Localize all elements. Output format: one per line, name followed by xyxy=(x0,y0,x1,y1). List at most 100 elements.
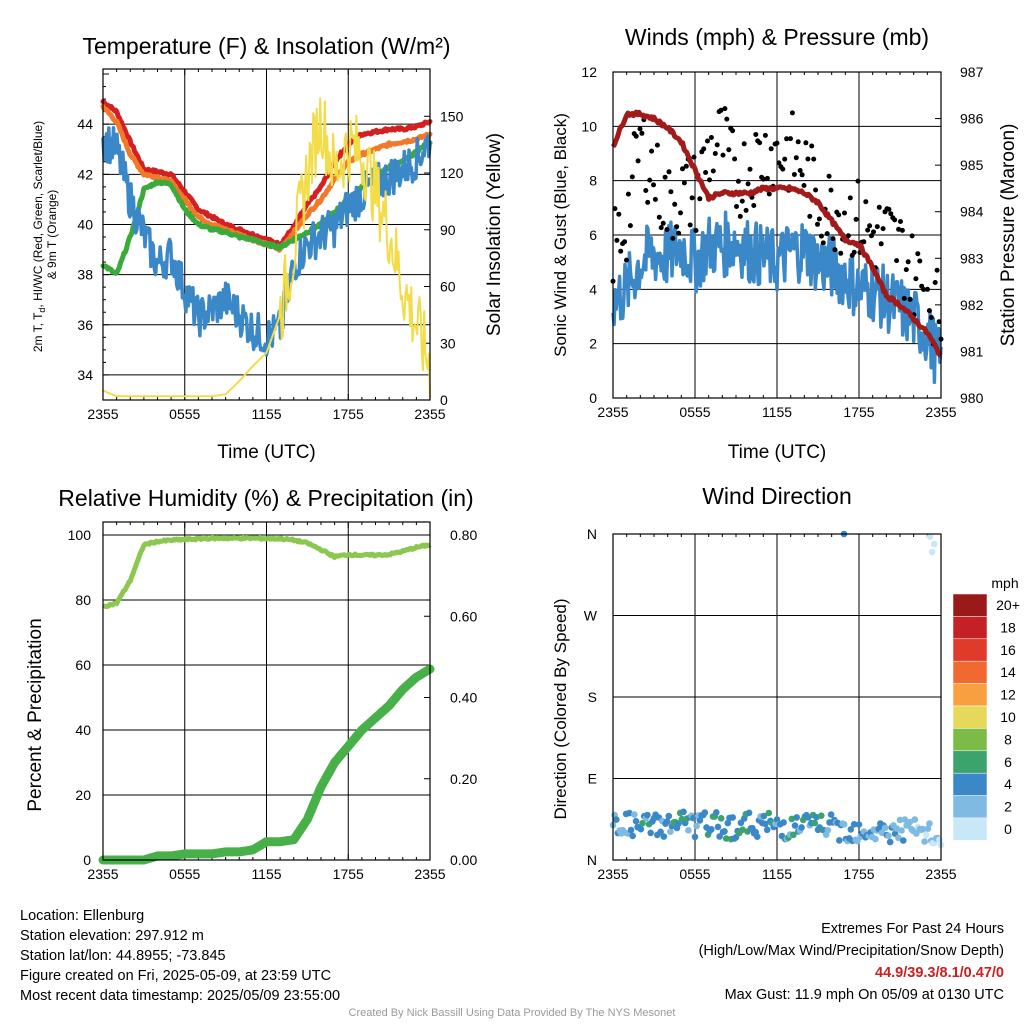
gust-point xyxy=(721,153,726,158)
y-tick-label: 0 xyxy=(83,852,91,868)
x-tick-label: 1755 xyxy=(843,866,874,882)
gust-point xyxy=(829,188,834,193)
gust-point xyxy=(614,238,619,243)
y2-tick-label: 0 xyxy=(440,392,448,408)
x-tick-label: 2355 xyxy=(87,406,118,422)
extremes-subtitle: (High/Low/Max Wind/Precipitation/Snow De… xyxy=(699,940,1004,962)
gust-point xyxy=(703,170,708,175)
x-tick-label: 1755 xyxy=(843,404,874,420)
gust-point xyxy=(792,172,797,177)
legend-swatch xyxy=(953,684,987,706)
direction-point xyxy=(921,838,928,845)
x-tick-label: 1155 xyxy=(762,404,792,420)
gust-point xyxy=(682,180,687,185)
direction-point xyxy=(638,826,645,833)
chart-title: Relative Humidity (%) & Precipitation (i… xyxy=(58,485,473,511)
y-tick-label: 80 xyxy=(75,592,91,608)
direction-point xyxy=(628,827,635,834)
gust-point xyxy=(638,126,643,131)
y-tick-label: 34 xyxy=(77,367,93,383)
x-tick-label: 2355 xyxy=(597,866,628,882)
x-tick-label: 2355 xyxy=(925,404,956,420)
legend-label: 2 xyxy=(1004,799,1012,815)
y2-tick-label: 981 xyxy=(960,343,984,359)
gust-point xyxy=(618,249,623,254)
x-tick-label: 0555 xyxy=(679,866,710,882)
direction-point xyxy=(912,816,919,823)
direction-point xyxy=(856,821,863,828)
y2-tick-label: 0.20 xyxy=(450,771,477,787)
y-tick-label: E xyxy=(588,771,597,787)
direction-point xyxy=(680,809,687,816)
chart-title: Temperature (F) & Insolation (W/m²) xyxy=(82,33,450,59)
gust-point xyxy=(740,199,745,204)
y-tick-label: 38 xyxy=(77,267,93,283)
gust-point xyxy=(904,267,909,272)
latlon-text: Station lat/lon: 44.8955; -73.845 xyxy=(20,946,340,966)
y-tick-label: 6 xyxy=(589,227,597,243)
y-tick-label: 40 xyxy=(75,722,91,738)
y2-tick-label: 980 xyxy=(960,390,984,406)
direction-point xyxy=(887,839,894,846)
direction-point xyxy=(923,832,930,839)
gust-point xyxy=(676,231,681,236)
legend-label: 10 xyxy=(1000,709,1016,725)
gust-point xyxy=(624,258,629,263)
gust-point xyxy=(906,259,911,264)
gust-point xyxy=(753,132,758,137)
gust-point xyxy=(746,181,751,186)
meteogram-figure: 2355 0555 1155 1755 235534363840424403060901… xyxy=(0,0,1024,1024)
gust-point xyxy=(935,268,940,273)
gust-point xyxy=(805,157,810,162)
credit-text: Created By Nick Bassill Using Data Provi… xyxy=(0,1007,1024,1019)
gust-point xyxy=(848,195,853,200)
direction-point xyxy=(836,837,843,844)
gust-point xyxy=(667,169,672,174)
y-tick-label: N xyxy=(587,852,597,868)
gust-point xyxy=(809,144,814,149)
y2-tick-label: 984 xyxy=(960,204,984,220)
x-tick-label: 2355 xyxy=(414,866,445,882)
direction-point xyxy=(766,810,773,817)
gust-point xyxy=(709,135,714,140)
direction-point xyxy=(692,834,699,841)
x-tick-label: 0555 xyxy=(679,404,710,420)
legend-swatch xyxy=(953,796,987,818)
gust-point xyxy=(763,133,768,138)
legend-label: 4 xyxy=(1004,776,1012,792)
gust-point xyxy=(688,223,693,228)
gust-point xyxy=(900,228,905,233)
gust-point xyxy=(622,239,627,244)
direction-point xyxy=(929,549,936,556)
gust-point xyxy=(898,219,903,224)
y2-tick-label: 986 xyxy=(960,111,984,127)
x-tick-label: 2355 xyxy=(597,404,628,420)
gust-point xyxy=(925,287,930,292)
y2-tick-label: 0.60 xyxy=(450,608,477,624)
y-tick-label: 100 xyxy=(68,527,92,543)
max-gust-text: Max Gust: 11.9 mph On 05/09 at 0130 UTC xyxy=(699,984,1004,1006)
y-tick-label: 42 xyxy=(77,166,93,182)
legend-label: 8 xyxy=(1004,731,1012,747)
y-tick-label: 8 xyxy=(589,173,597,189)
direction-point xyxy=(715,824,722,831)
y-tick-label: 40 xyxy=(77,216,93,232)
x-tick-label: 2355 xyxy=(925,866,956,882)
direction-point xyxy=(931,541,938,548)
gust-point xyxy=(894,258,899,263)
gust-point xyxy=(838,251,843,256)
x-tick-label: 0555 xyxy=(169,406,200,422)
humidity-precip-chart: 2355 0555 1155 1755 23550204060801000.000.20… xyxy=(25,485,477,882)
gust-point xyxy=(807,214,812,219)
y-tick-label: 44 xyxy=(77,116,93,132)
speed-legend: mph20+181614121086420 xyxy=(953,575,1020,840)
wind-direction-chart: 2355 0555 1155 1755 2355NESWNWind DirectionD… xyxy=(551,483,1020,882)
y2-tick-label: 60 xyxy=(440,279,456,295)
elevation-text: Station elevation: 297.912 m xyxy=(20,926,340,946)
legend-title: mph xyxy=(991,575,1018,591)
gust-point xyxy=(647,178,652,183)
gust-point xyxy=(871,229,876,234)
legend-label: 16 xyxy=(1000,642,1016,658)
direction-point xyxy=(718,815,725,822)
legend-label: 18 xyxy=(1000,619,1016,635)
